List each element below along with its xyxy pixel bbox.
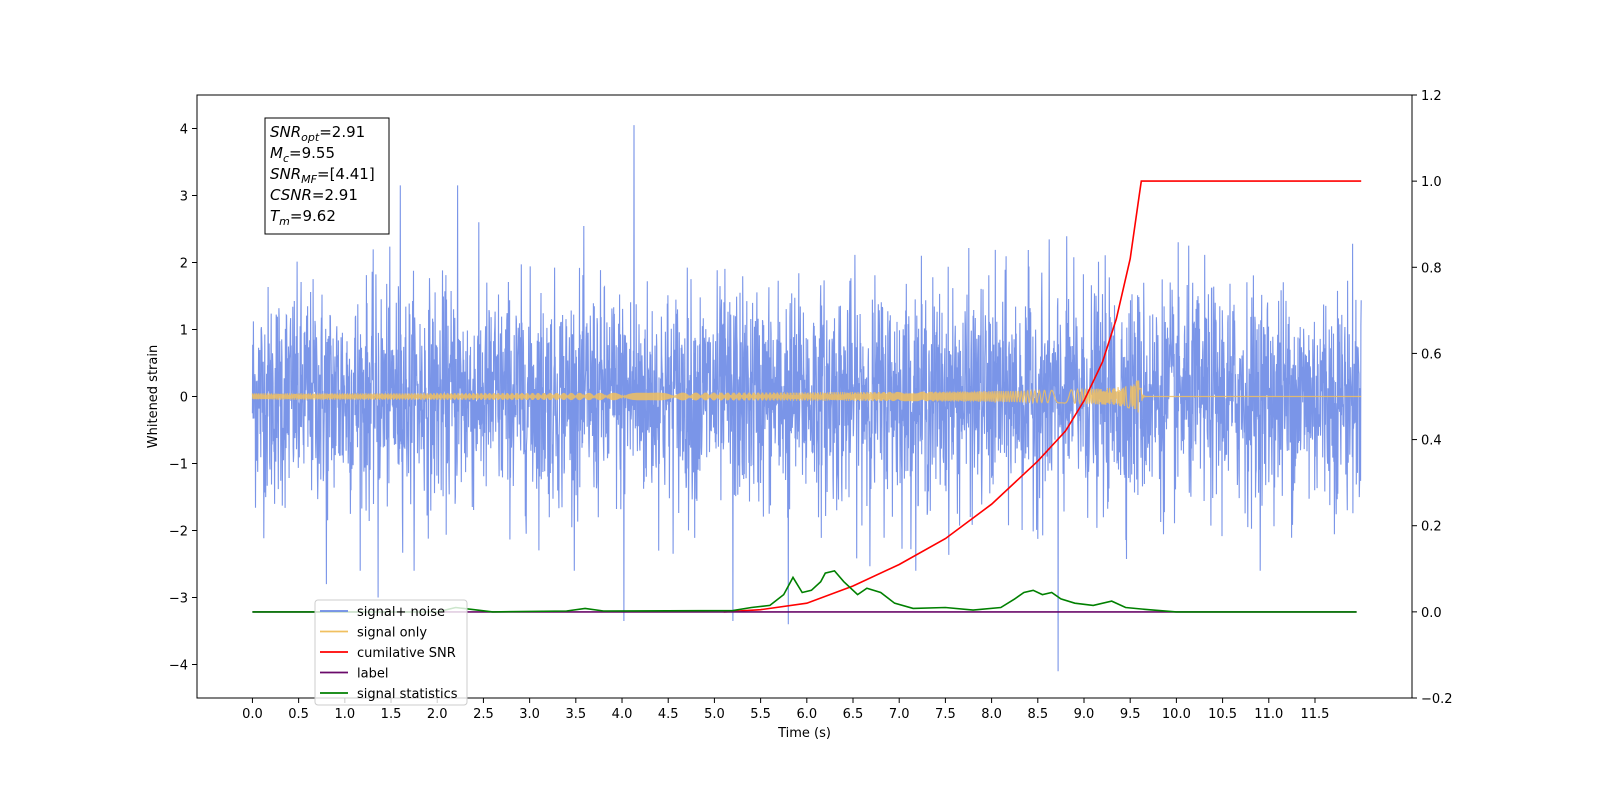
x-tick-label: 2.0: [427, 707, 448, 722]
x-tick-label: 10.5: [1208, 707, 1237, 722]
x-tick-label: 0.0: [242, 707, 263, 722]
x-tick-label: 11.0: [1254, 707, 1283, 722]
x-tick-label: 4.0: [612, 707, 633, 722]
legend-box: [314, 599, 468, 706]
y2-tick-label: 1.0: [1421, 175, 1442, 190]
x-tick-label: 0.5: [288, 707, 309, 722]
x-tick-label: 4.5: [658, 707, 679, 722]
y2-tick-label: 0.4: [1421, 434, 1442, 449]
series-line-signal-only: [251, 380, 1362, 413]
annotation-line: Mc=9.55: [270, 144, 335, 165]
legend-label: label: [357, 667, 388, 682]
y-axis-label: Whitened strain: [146, 345, 161, 448]
y2-tick-label: 0.0: [1421, 606, 1442, 621]
axes: 0.0 0.5 1.0 1.5 2.0 2.5 3.0 3.5 4.0 4.5 5.0 5.5 6.0 6…: [146, 89, 1453, 741]
y-tick-label: −3: [169, 592, 188, 607]
y-tick-label: 4: [180, 123, 188, 138]
annotation-box-border: [264, 117, 390, 235]
series-line-cumilative-snr: [723, 180, 1362, 613]
x-tick-label: 9.5: [1120, 707, 1141, 722]
plot-area: [251, 125, 1362, 672]
series-line-signal-noise: [251, 125, 1362, 672]
legend: signal+ noise signal only cumilative SNR la…: [314, 599, 468, 706]
y-tick-label: −1: [169, 458, 188, 473]
y-tick-label: 3: [180, 190, 188, 205]
x-tick-label: 1.5: [381, 707, 402, 722]
y2-tick-label: 1.2: [1421, 89, 1442, 104]
x-tick-label: 8.0: [981, 707, 1002, 722]
x-tick-label: 5.5: [750, 707, 771, 722]
x-tick-label: 6.5: [843, 707, 864, 722]
y-tick-label: 0: [180, 391, 188, 406]
x-tick-label: 8.5: [1027, 707, 1048, 722]
x-tick-label: 3.0: [519, 707, 540, 722]
x-tick-label: 11.5: [1301, 707, 1330, 722]
y2-tick-label: 0.2: [1421, 520, 1442, 535]
series-line-signal-statistics: [252, 570, 1357, 613]
annotation-line: SNRMF=[4.41]: [270, 165, 375, 186]
x-tick-label: 10.0: [1162, 707, 1191, 722]
x-tick-label: 7.0: [889, 707, 910, 722]
x-tick-label: 7.5: [935, 707, 956, 722]
y-axis-ticks: −4 −3 −2 −1 0 1 2 3 4: [169, 123, 197, 674]
x-axis-label: Time (s): [777, 726, 831, 741]
legend-label: signal+ noise: [357, 605, 445, 620]
annotation-line: SNRopt=2.91: [270, 123, 365, 144]
x-tick-label: 2.5: [473, 707, 494, 722]
y2-axis-ticks: −0.2 0.0 0.2 0.4 0.6 0.8 1.0 1.2: [1412, 89, 1453, 707]
y2-tick-label: 0.8: [1421, 261, 1442, 276]
y-tick-label: 1: [180, 324, 188, 339]
y-tick-label: −2: [169, 525, 188, 540]
y-tick-label: −4: [169, 659, 188, 674]
legend-label: cumilative SNR: [357, 646, 456, 661]
y-tick-label: 2: [180, 257, 188, 272]
legend-label: signal statistics: [357, 687, 458, 702]
x-tick-label: 6.0: [796, 707, 817, 722]
y2-tick-label: 0.6: [1421, 347, 1442, 362]
x-tick-label: 3.5: [565, 707, 586, 722]
legend-label: signal only: [357, 626, 427, 641]
x-axis-ticks: 0.0 0.5 1.0 1.5 2.0 2.5 3.0 3.5 4.0 4.5 5.0 5.5 6.0 6…: [242, 698, 1329, 722]
annotation-line: CSNR=2.91: [270, 186, 358, 204]
annotation-line: Tm=9.62: [270, 207, 336, 228]
x-tick-label: 9.0: [1074, 707, 1095, 722]
x-tick-label: 1.0: [334, 707, 355, 722]
x-tick-label: 5.0: [704, 707, 725, 722]
y2-tick-label: −0.2: [1421, 692, 1453, 707]
